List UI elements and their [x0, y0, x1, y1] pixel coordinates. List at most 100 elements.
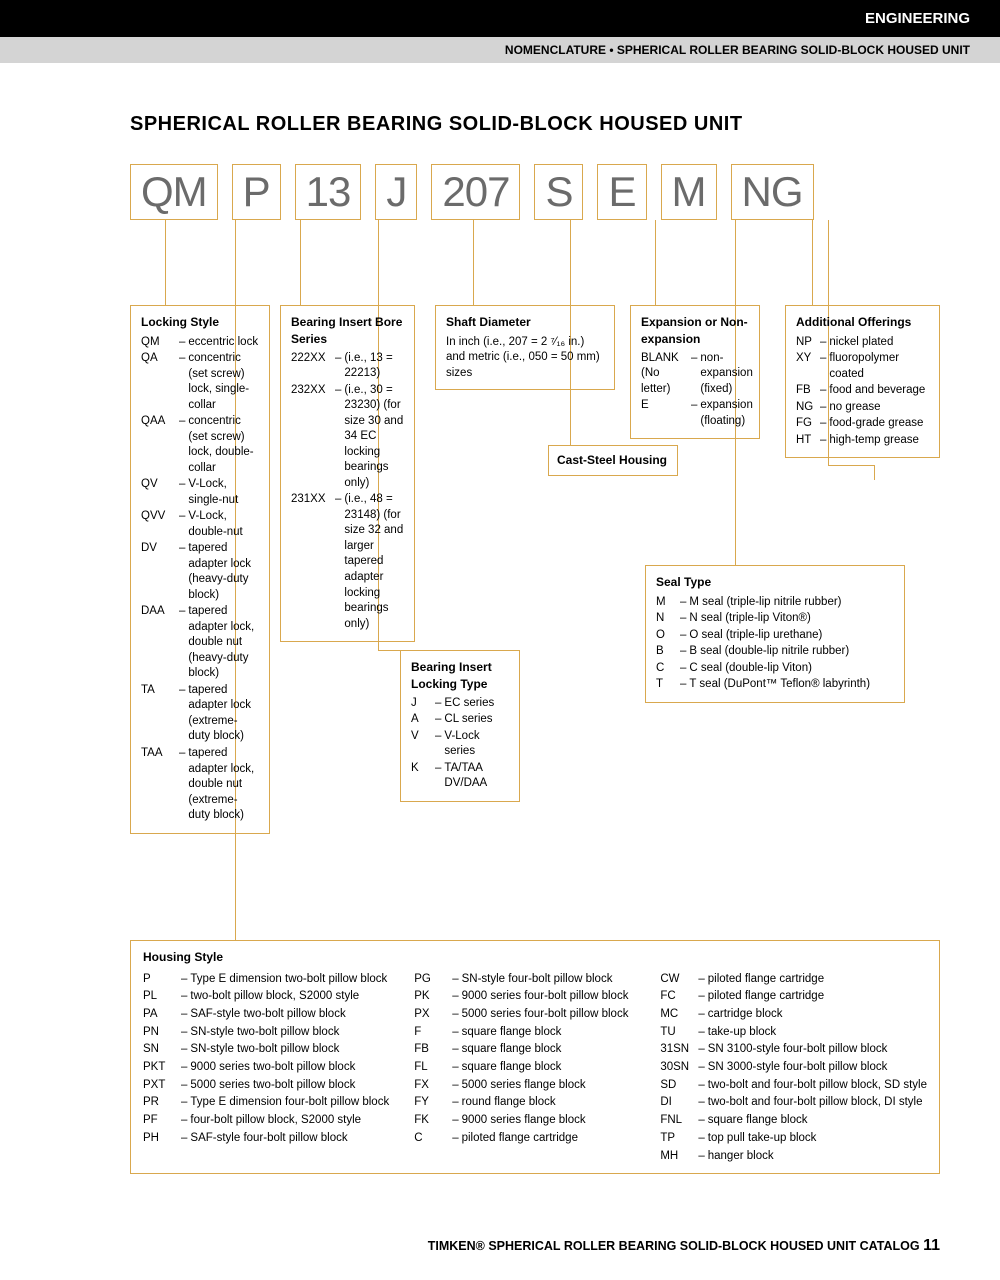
definition-row: TU – take-up block	[660, 1024, 927, 1041]
definition-row: PR – Type E dimension four-bolt pillow b…	[143, 1094, 389, 1111]
shaft-diameter-text: In inch (i.e., 207 = 2 ⁷⁄₁₆ in.) and met…	[446, 335, 604, 382]
definition-code: TP	[660, 1130, 698, 1147]
box-title: Shaft Diameter	[446, 314, 604, 330]
code-segment: E	[597, 164, 646, 220]
definition-desc: C seal (double-lip Viton)	[689, 661, 894, 677]
definition-desc: tapered adapter lock (heavy-duty block)	[188, 541, 259, 603]
definition-code: 30SN	[660, 1059, 698, 1076]
definition-desc: 5000 series flange block	[462, 1077, 636, 1094]
definition-code: C	[414, 1130, 452, 1147]
cast-steel-box: Cast-Steel Housing	[548, 445, 678, 475]
definition-row: FB – food and beverage	[796, 383, 929, 399]
definition-code: FB	[414, 1041, 452, 1058]
definition-desc: round flange block	[462, 1094, 636, 1111]
definition-row: C – C seal (double-lip Viton)	[656, 661, 894, 677]
definition-row: 231XX – (i.e., 48 = 23148) (for size 32 …	[291, 492, 404, 632]
definition-row: PG – SN-style four-bolt pillow block	[414, 971, 635, 988]
definition-code: P	[143, 971, 181, 988]
connector-line	[828, 465, 874, 466]
definition-desc: square flange block	[462, 1024, 636, 1041]
definition-row: QVV – V-Lock, double-nut	[141, 509, 259, 540]
definition-desc: SN 3100-style four-bolt pillow block	[708, 1041, 927, 1058]
definition-code: FB	[796, 383, 820, 399]
definition-row: N – N seal (triple-lip Viton®)	[656, 611, 894, 627]
definition-desc: CL series	[444, 712, 509, 728]
definition-desc: take-up block	[708, 1024, 927, 1041]
code-segment: 13	[295, 164, 362, 220]
definition-desc: tapered adapter lock, double nut (heavy-…	[188, 604, 259, 682]
page-content: SPHERICAL ROLLER BEARING SOLID-BLOCK HOU…	[0, 63, 1000, 935]
housing-style-box: Housing Style P – Type E dimension two-b…	[130, 940, 940, 1174]
definition-code: K	[411, 761, 435, 792]
definition-desc: Type E dimension two-bolt pillow block	[190, 971, 389, 988]
definition-row: DAA – tapered adapter lock, double nut (…	[141, 604, 259, 682]
definition-desc: fluoropolymer coated	[829, 351, 929, 382]
code-segment: J	[375, 164, 417, 220]
bore-series-box: Bearing Insert Bore Series 222XX – (i.e.…	[280, 305, 415, 642]
locking-style-box: Locking Style QM – eccentric lock QA – c…	[130, 305, 270, 833]
definition-row: PA – SAF-style two-bolt pillow block	[143, 1006, 389, 1023]
definition-row: V – V-Lock series	[411, 729, 509, 760]
definition-desc: O seal (triple-lip urethane)	[689, 628, 894, 644]
definition-row: K – TA/TAA DV/DAA	[411, 761, 509, 792]
definition-row: PH – SAF-style four-bolt pillow block	[143, 1130, 389, 1147]
expansion-box: Expansion or Non-expansion BLANK(Nolette…	[630, 305, 760, 439]
definition-desc: 9000 series two-bolt pillow block	[190, 1059, 389, 1076]
definition-code: 222XX	[291, 351, 335, 382]
definition-row: FK – 9000 series flange block	[414, 1112, 635, 1129]
definition-code: FC	[660, 988, 698, 1005]
definition-desc: (i.e., 30 = 23230) (for size 30 and 34 E…	[344, 383, 404, 492]
definition-desc: T seal (DuPont™ Teflon® labyrinth)	[689, 677, 894, 693]
definition-code: PF	[143, 1112, 181, 1129]
definition-desc: high-temp grease	[829, 433, 929, 449]
definition-code: T	[656, 677, 680, 693]
definition-code: MC	[660, 1006, 698, 1023]
definition-desc: top pull take-up block	[708, 1130, 927, 1147]
definition-row: 30SN – SN 3000-style four-bolt pillow bl…	[660, 1059, 927, 1076]
definition-desc: B seal (double-lip nitrile rubber)	[689, 644, 894, 660]
definition-desc: SN 3000-style four-bolt pillow block	[708, 1059, 927, 1076]
definition-code: C	[656, 661, 680, 677]
definition-code: M	[656, 595, 680, 611]
definition-row: A – CL series	[411, 712, 509, 728]
definition-row: NP – nickel plated	[796, 335, 929, 351]
definition-code: SD	[660, 1077, 698, 1094]
definition-desc: (i.e., 48 = 23148) (for size 32 and larg…	[344, 492, 404, 632]
definition-row: FL – square flange block	[414, 1059, 635, 1076]
definition-desc: cartridge block	[708, 1006, 927, 1023]
definition-desc: 5000 series two-bolt pillow block	[190, 1077, 389, 1094]
definition-row: XY – fluoropolymer coated	[796, 351, 929, 382]
definition-row: 31SN – SN 3100-style four-bolt pillow bl…	[660, 1041, 927, 1058]
definition-row: HT – high-temp grease	[796, 433, 929, 449]
definition-code: 31SN	[660, 1041, 698, 1058]
definition-row: 222XX – (i.e., 13 = 22213)	[291, 351, 404, 382]
definition-code: DAA	[141, 604, 179, 682]
definition-row: PF – four-bolt pillow block, S2000 style	[143, 1112, 389, 1129]
code-segment: M	[661, 164, 717, 220]
definition-code: PA	[143, 1006, 181, 1023]
definition-row: FNL – square flange block	[660, 1112, 927, 1129]
definition-code: QA	[141, 351, 179, 413]
definition-row: FX – 5000 series flange block	[414, 1077, 635, 1094]
definition-row: P – Type E dimension two-bolt pillow blo…	[143, 971, 389, 988]
definition-row: SD – two-bolt and four-bolt pillow block…	[660, 1077, 927, 1094]
definition-row: TAA – tapered adapter lock, double nut (…	[141, 746, 259, 824]
definition-row: QM – eccentric lock	[141, 335, 259, 351]
definition-desc: N seal (triple-lip Viton®)	[689, 611, 894, 627]
definition-desc: SAF-style four-bolt pillow block	[190, 1130, 389, 1147]
definition-desc: four-bolt pillow block, S2000 style	[190, 1112, 389, 1129]
code-segment: P	[232, 164, 281, 220]
definition-desc: square flange block	[462, 1041, 636, 1058]
definition-code: QV	[141, 477, 179, 508]
locking-type-box: Bearing Insert Locking Type J – EC serie…	[400, 650, 520, 801]
definition-code: XY	[796, 351, 820, 382]
definition-row: C – piloted flange cartridge	[414, 1130, 635, 1147]
definition-row: QA – concentric (set screw) lock, single…	[141, 351, 259, 413]
header-section: ENGINEERING	[0, 0, 1000, 37]
definition-desc: no grease	[829, 400, 929, 416]
definition-code: V	[411, 729, 435, 760]
definition-code: PR	[143, 1094, 181, 1111]
definition-row: PL – two-bolt pillow block, S2000 style	[143, 988, 389, 1005]
definition-row: FC – piloted flange cartridge	[660, 988, 927, 1005]
definition-desc: tapered adapter lock, double nut (extrem…	[188, 746, 259, 824]
